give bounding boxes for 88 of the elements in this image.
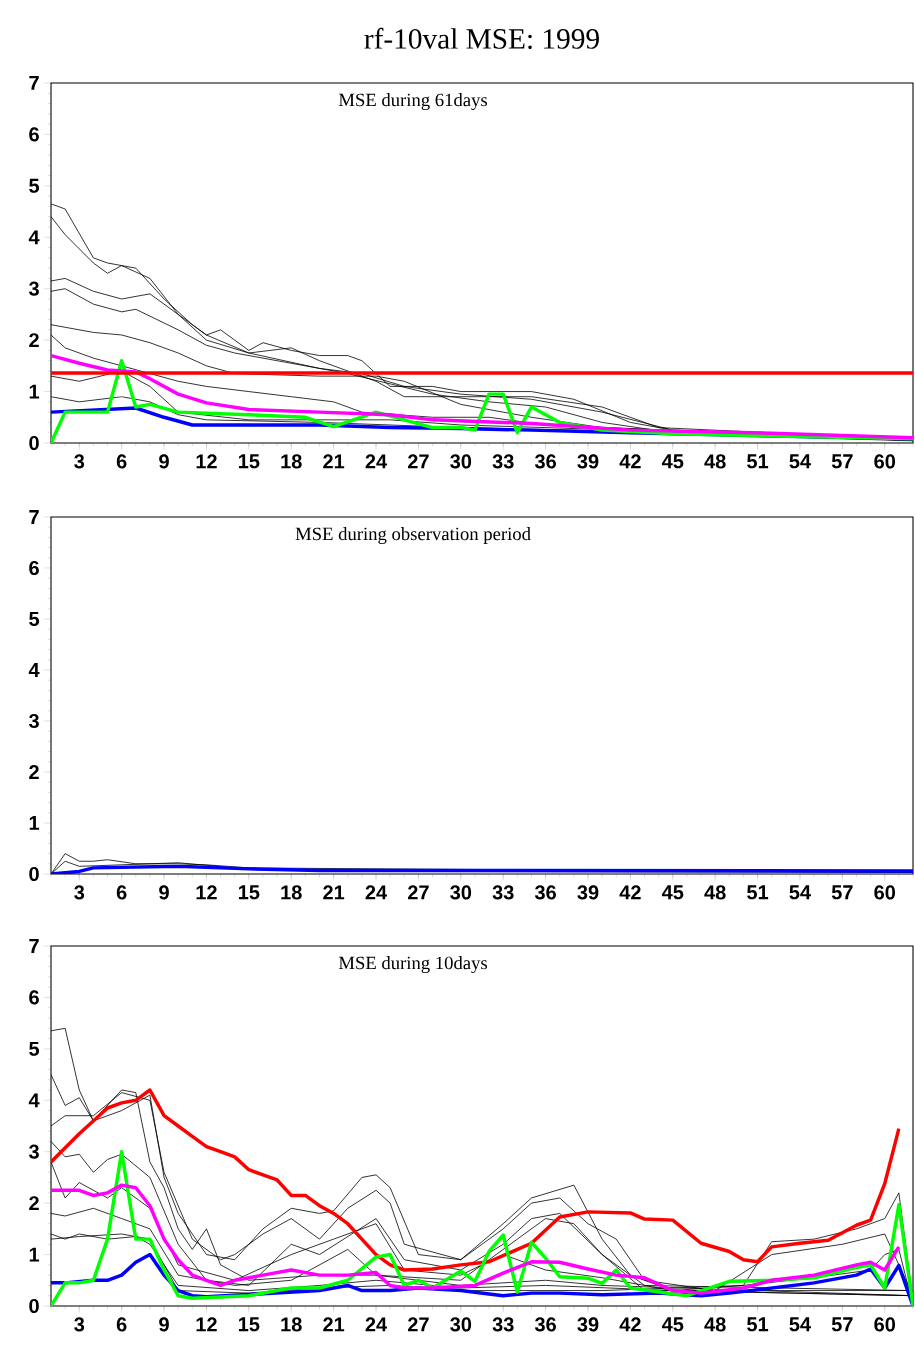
x-tick-label: 42 (619, 1317, 641, 1332)
x-tick-label: 48 (704, 454, 726, 469)
x-tick-label: 21 (323, 885, 345, 900)
y-tick-label: 2 (29, 1196, 39, 1211)
y-tick-label: 1 (29, 816, 40, 830)
y-tick-label: 5 (29, 612, 40, 626)
y-tick-label: 6 (29, 560, 39, 576)
y-tick-label: 3 (28, 281, 39, 296)
y-tick-label: 2 (29, 333, 39, 348)
chart-subtitle: MSE during 61days (338, 93, 488, 111)
x-tick-label: 39 (577, 1317, 599, 1332)
x-tick-label: 33 (492, 1317, 514, 1332)
y-tick-label: 0 (29, 1298, 39, 1314)
x-tick-label: 12 (196, 1317, 217, 1332)
x-tick-label: 15 (238, 1317, 260, 1332)
y-tick-label: 5 (29, 178, 40, 193)
x-tick-label: 15 (238, 454, 260, 469)
x-tick-label: 60 (874, 454, 896, 469)
y-tick-label: 3 (28, 1144, 39, 1159)
x-tick-label: 18 (281, 1317, 302, 1332)
x-tick-label: 42 (619, 454, 641, 469)
y-tick-label: 0 (29, 866, 39, 882)
x-tick-label: 51 (747, 885, 769, 900)
y-tick-label: 3 (28, 713, 39, 729)
x-tick-label: 6 (116, 454, 127, 469)
x-tick-label: 42 (619, 885, 641, 900)
y-tick-label: 7 (29, 510, 39, 524)
x-tick-label: 6 (116, 885, 127, 900)
y-tick-label: 6 (29, 990, 39, 1005)
chart-title: rf-10val MSE: 1999 (364, 27, 599, 49)
x-tick-label: 30 (450, 885, 472, 900)
x-tick-label: 60 (874, 885, 896, 900)
x-tick-label: 39 (577, 454, 599, 469)
x-tick-label: 57 (831, 454, 853, 469)
x-tick-label: 15 (238, 885, 260, 900)
y-tick-label: 0 (29, 435, 39, 451)
x-tick-label: 3 (74, 454, 85, 469)
x-tick-label: 36 (534, 885, 556, 900)
x-tick-label: 9 (159, 1317, 169, 1332)
x-tick-label: 54 (789, 1317, 811, 1332)
x-tick-label: 18 (281, 454, 302, 469)
x-tick-label: 36 (534, 1317, 556, 1332)
x-tick-label: 54 (789, 885, 811, 900)
x-tick-label: 3 (74, 885, 85, 900)
x-tick-label: 24 (365, 885, 388, 900)
y-tick-label: 7 (29, 939, 39, 953)
x-tick-label: 21 (323, 1317, 345, 1332)
x-tick-label: 54 (789, 454, 811, 469)
x-tick-label: 48 (704, 885, 726, 900)
x-tick-label: 45 (661, 454, 684, 469)
x-tick-label: 27 (407, 454, 429, 469)
x-tick-label: 12 (196, 454, 217, 469)
x-tick-label: 33 (492, 454, 514, 469)
x-tick-label: 27 (407, 885, 429, 900)
chart-subtitle: MSE during 10days (338, 956, 488, 974)
x-tick-label: 9 (159, 454, 169, 469)
y-tick-label: 4 (28, 1093, 40, 1108)
x-tick-label: 48 (704, 1317, 726, 1332)
x-tick-label: 21 (323, 454, 345, 469)
x-tick-label: 30 (450, 454, 472, 469)
x-tick-label: 51 (747, 1317, 769, 1332)
y-tick-label: 4 (28, 663, 40, 677)
x-tick-label: 24 (365, 1317, 388, 1332)
y-tick-label: 1 (29, 384, 40, 399)
x-tick-label: 57 (831, 885, 853, 900)
x-tick-label: 30 (450, 1317, 472, 1332)
x-tick-label: 9 (159, 885, 169, 900)
y-tick-label: 7 (29, 76, 39, 90)
x-tick-label: 45 (661, 1317, 684, 1332)
y-tick-label: 5 (29, 1041, 40, 1056)
x-tick-label: 51 (747, 454, 769, 469)
y-tick-label: 6 (29, 127, 39, 142)
x-tick-label: 57 (831, 1317, 853, 1332)
x-tick-label: 12 (196, 885, 217, 900)
x-tick-label: 45 (661, 885, 684, 900)
x-tick-label: 27 (407, 1317, 429, 1332)
y-tick-label: 1 (29, 1247, 40, 1262)
chart-subtitle: MSE during observation period (295, 527, 531, 545)
x-tick-label: 24 (365, 454, 388, 469)
x-tick-label: 60 (874, 1317, 896, 1332)
x-tick-label: 36 (534, 454, 556, 469)
x-tick-label: 39 (577, 885, 599, 900)
x-tick-label: 3 (74, 1317, 85, 1332)
x-tick-label: 18 (281, 885, 302, 900)
x-tick-label: 33 (492, 885, 514, 900)
x-tick-label: 6 (116, 1317, 127, 1332)
y-tick-label: 2 (29, 765, 39, 779)
y-tick-label: 4 (28, 230, 40, 245)
